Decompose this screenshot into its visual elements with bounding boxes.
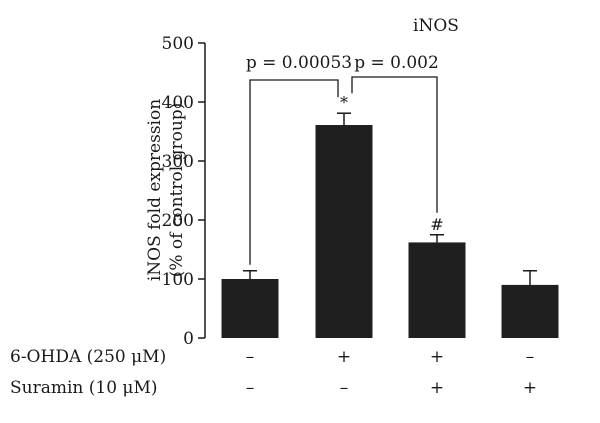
treatment-sign: – <box>340 378 349 398</box>
y-tick-label: 500 <box>162 34 194 54</box>
treatment-sign: + <box>523 378 537 398</box>
comparison-bracket <box>249 79 339 265</box>
bar <box>501 284 559 338</box>
chart-title: iNOS <box>413 16 459 36</box>
y-axis-label-line2: (% of control group) <box>167 103 187 278</box>
treatment-row-label-6-ohda: 6-OHDA (250 μM) <box>10 347 166 367</box>
y-tick-label: 300 <box>162 152 194 172</box>
treatment-sign: – <box>246 347 255 367</box>
treatment-sign: + <box>337 347 351 367</box>
y-axis-label-line1: iNOS fold expression <box>145 99 165 281</box>
plot-area: 0 100 200 300 400 500 * # p = 0.00053 p = 0.002 – +… <box>162 34 559 398</box>
treatment-sign: + <box>430 347 444 367</box>
significance-mark: # <box>430 215 443 234</box>
comparison-bracket <box>351 76 438 213</box>
comparison-p-value: p = 0.00053 <box>246 53 352 73</box>
treatment-sign: – <box>526 347 535 367</box>
treatment-sign: – <box>246 378 255 398</box>
treatment-row-label-suramin: Suramin (10 μM) <box>10 378 158 398</box>
y-tick-label: 100 <box>162 270 194 290</box>
comparison-p-value: p = 0.002 <box>354 53 439 73</box>
significance-mark: * <box>340 93 348 112</box>
treatment-sign: + <box>430 378 444 398</box>
y-tick-label: 400 <box>162 93 194 113</box>
bar <box>408 242 466 338</box>
y-tick-label: 0 <box>183 329 194 349</box>
y-tick-label: 200 <box>162 211 194 231</box>
bar <box>221 279 279 338</box>
bar <box>315 125 373 338</box>
